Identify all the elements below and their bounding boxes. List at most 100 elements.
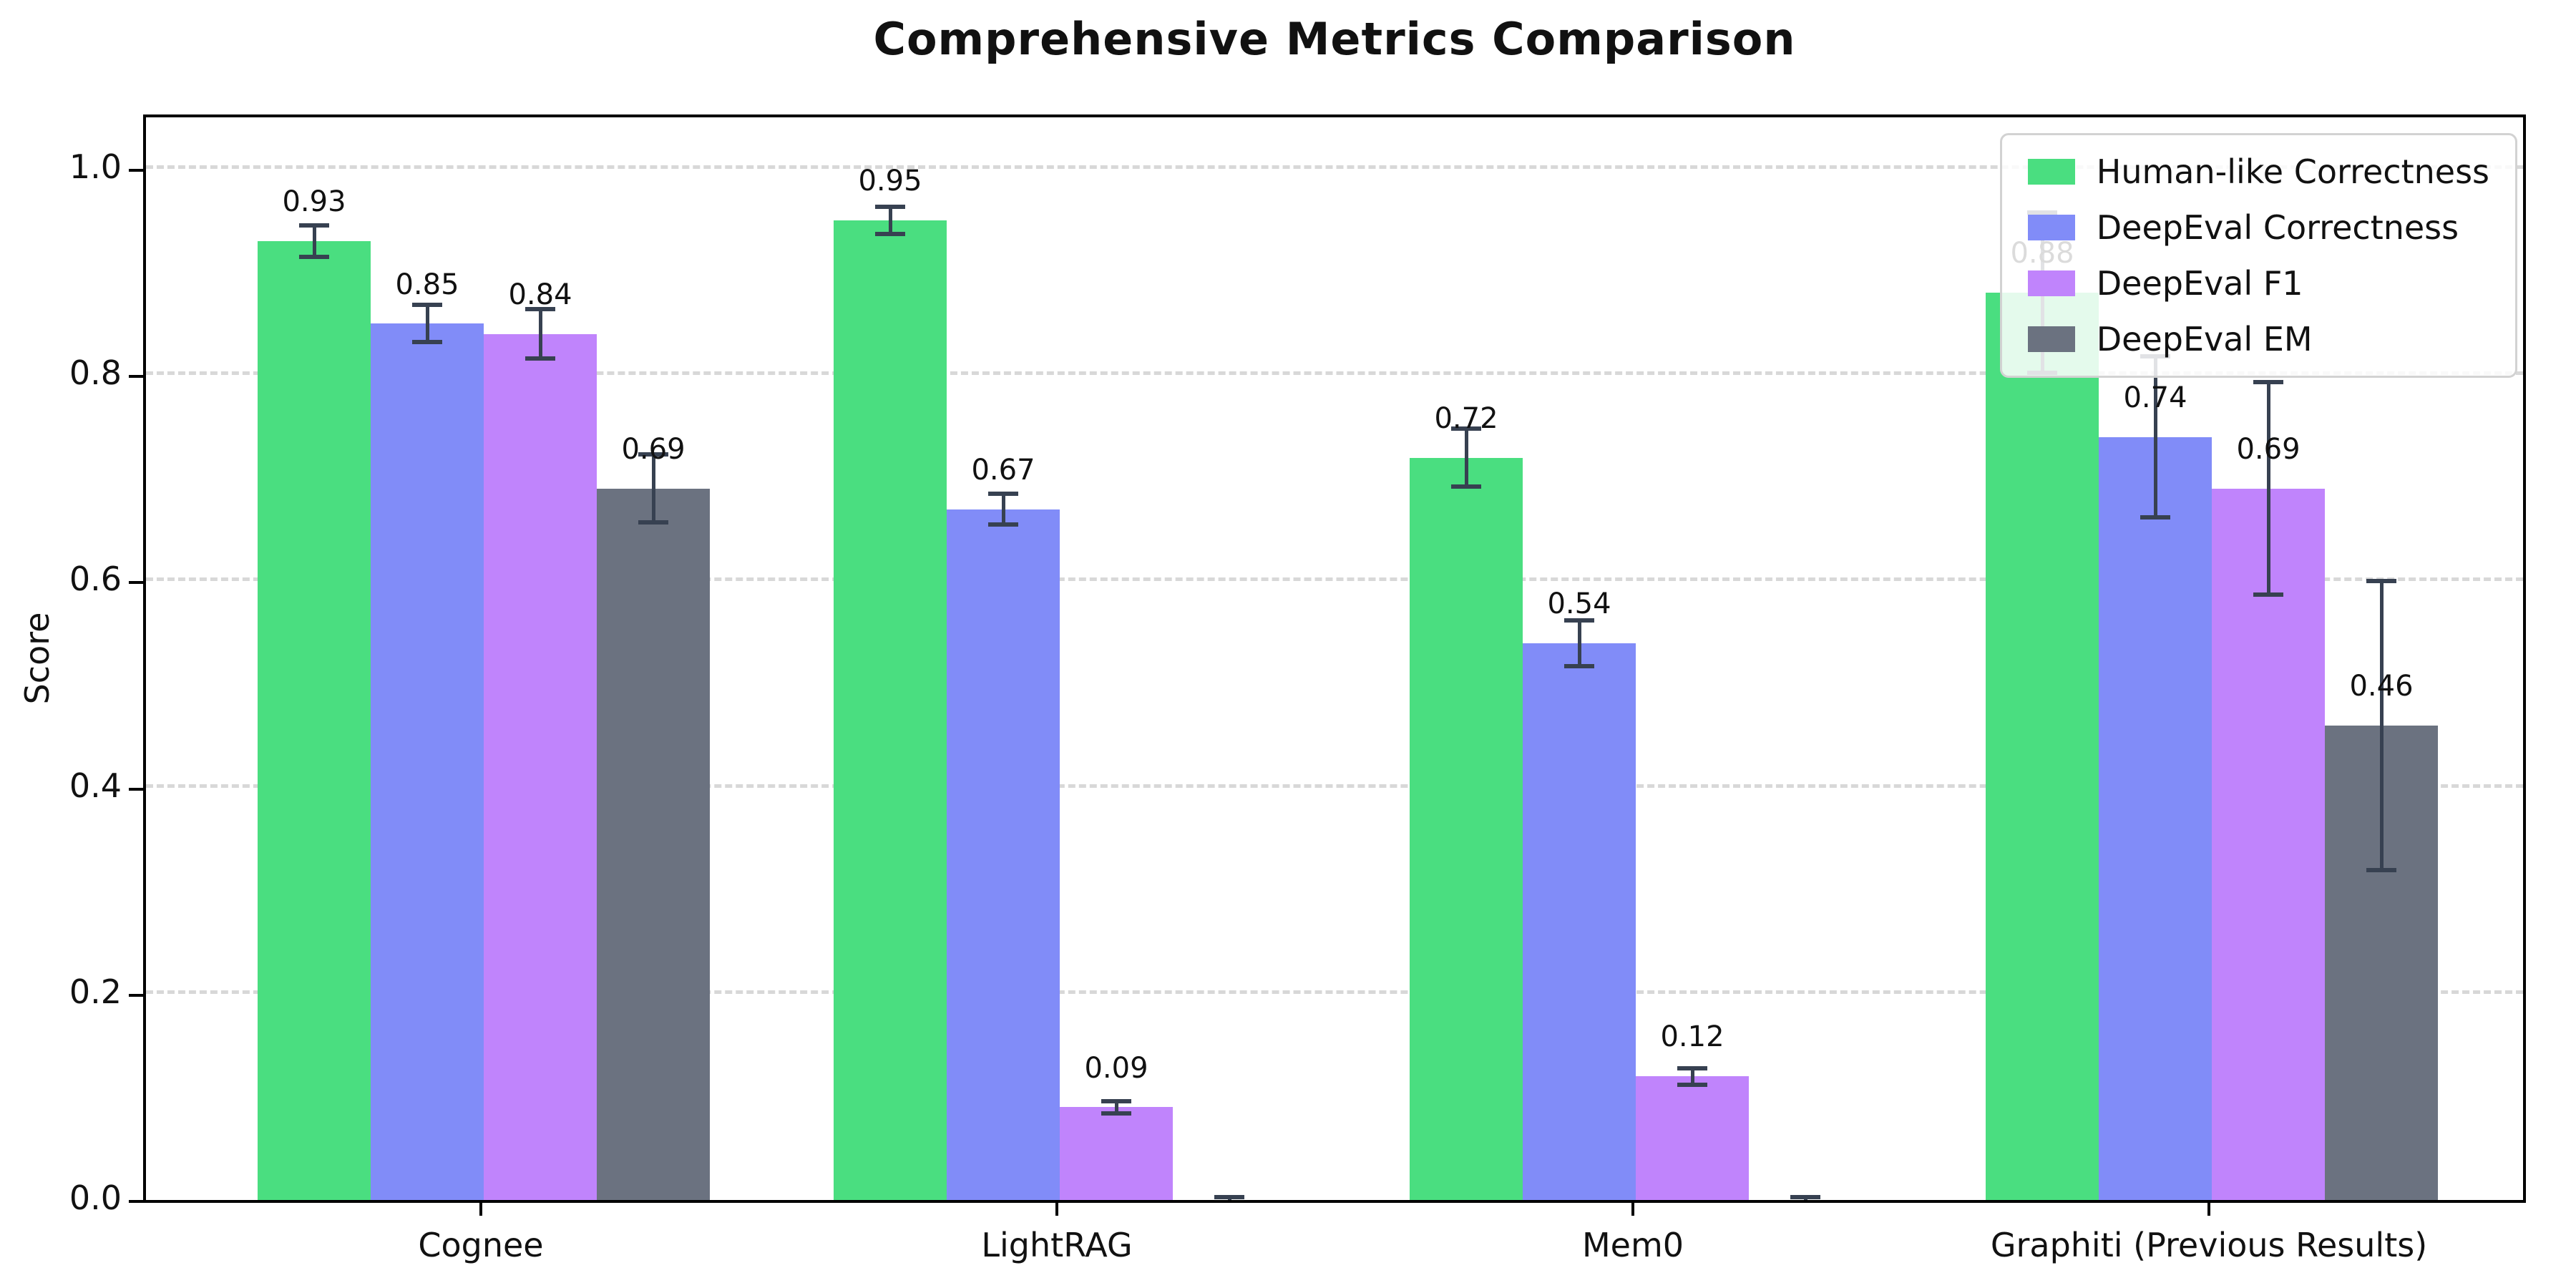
bar [1523,643,1636,1200]
bar-value-label: 0.67 [971,453,1035,487]
legend-swatch [2027,326,2075,352]
bar-value-label: 0.84 [508,278,572,311]
error-bar [1577,620,1581,666]
y-tick-mark [129,581,143,585]
error-bar [2153,356,2157,518]
error-bar [425,305,429,343]
error-bar-cap [1677,1082,1707,1087]
x-tick-label: Graphiti (Previous Results) [1990,1226,2428,1264]
x-tick-label: Mem0 [1581,1226,1684,1264]
error-bar-cap [1564,618,1594,623]
error-bar-cap [988,491,1018,496]
y-tick-mark [129,375,143,379]
error-bar-cap [1214,1194,1244,1199]
error-bar-cap [638,452,668,457]
bar-value-label: 0.12 [1660,1020,1724,1054]
error-bar [1114,1101,1118,1113]
bar [834,220,947,1200]
error-bar-cap [1101,1098,1131,1103]
bar [597,488,710,1200]
gridline [146,371,2523,376]
legend-label: Human-like Correctness [2096,152,2489,191]
error-bar-cap [412,340,442,345]
bar [484,333,597,1200]
x-tick-mark [1055,1203,1058,1216]
error-bar-cap [1790,1194,1820,1199]
y-tick-mark [129,787,143,791]
error-bar-cap [2366,867,2396,872]
error-bar-cap [525,307,555,312]
error-bar-cap [412,303,442,308]
y-tick-label: 0.6 [69,560,122,599]
error-bar [1690,1068,1694,1085]
error-bar-cap [1101,1111,1131,1116]
legend-label: DeepEval EM [2096,320,2313,358]
x-tick-mark [1631,1203,1634,1216]
error-bar [1464,429,1468,487]
legend-item: DeepEval EM [2027,320,2489,358]
y-axis-label: Score [18,612,57,705]
error-bar-cap [299,223,329,228]
x-tick-label: LightRAG [981,1226,1133,1264]
bar-value-label: 0.69 [621,433,686,467]
bar [371,323,484,1200]
gridline [146,577,2523,582]
gridline [146,165,2523,170]
legend-swatch [2027,215,2075,240]
error-bar [2266,382,2270,595]
legend-label: DeepEval F1 [2096,264,2303,303]
error-bar-cap [875,205,905,210]
legend: Human-like Correctness DeepEval Correctne… [1999,133,2517,378]
y-tick-label: 0.4 [69,766,122,805]
bar [1636,1076,1749,1200]
bar [258,240,371,1200]
x-tick-label: Cognee [418,1226,544,1264]
bar-value-label: 0.09 [1084,1051,1148,1085]
bar-value-label: 0.54 [1547,587,1611,621]
legend-item: Human-like Correctness [2027,152,2489,191]
y-tick-mark [129,1200,143,1203]
error-bar [2379,581,2384,870]
bar [2212,488,2325,1200]
bar-value-label: 0.69 [2236,433,2301,467]
error-bar [538,309,542,359]
x-tick-mark [479,1203,482,1216]
legend-swatch [2027,270,2075,296]
bar-value-label: 0.95 [858,165,922,198]
error-bar-cap [525,356,555,361]
error-bar-cap [2140,515,2170,520]
legend-item: DeepEval Correctness [2027,208,2489,247]
y-tick-label: 0.0 [69,1179,122,1217]
y-tick-mark [129,169,143,172]
bar-value-label: 0.85 [395,268,459,301]
error-bar-cap [299,254,329,259]
bar [947,509,1060,1200]
y-tick-label: 0.2 [69,972,122,1011]
error-bar-cap [988,522,1018,527]
bar-value-label: 0.46 [2349,670,2414,703]
error-bar-cap [2253,592,2283,597]
x-tick-mark [2207,1203,2210,1216]
plot-area: 0.930.950.720.880.850.670.540.740.840.09… [143,114,2526,1203]
error-bar-cap [1451,426,1481,431]
bar-value-label: 0.93 [282,185,346,219]
error-bar [888,207,892,234]
legend-swatch [2027,159,2075,185]
error-bar-cap [2366,579,2396,584]
bar [1986,292,2099,1200]
gridline [146,990,2523,994]
error-bar-cap [1564,663,1594,668]
legend-item: DeepEval F1 [2027,264,2489,303]
bar [1060,1107,1173,1200]
error-bar-cap [638,520,668,525]
error-bar-cap [875,231,905,236]
y-tick-label: 0.8 [69,353,122,393]
legend-label: DeepEval Correctness [2096,208,2459,247]
error-bar-cap [2253,380,2283,385]
y-tick-mark [129,993,143,997]
error-bar [651,454,655,523]
error-bar-cap [1451,484,1481,489]
chart-title: Comprehensive Metrics Comparison [873,13,1796,65]
error-bar-cap [1677,1065,1707,1070]
bar-value-label: 0.74 [2123,381,2187,414]
